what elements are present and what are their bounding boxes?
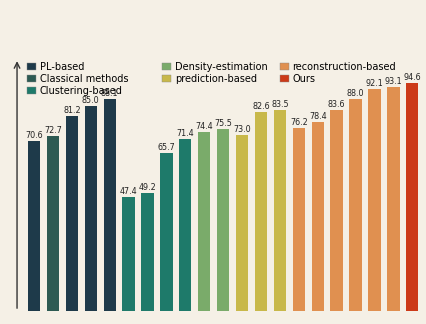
- Bar: [66, 116, 78, 311]
- Text: 82.6: 82.6: [252, 102, 270, 111]
- Bar: [28, 141, 40, 311]
- Text: 88.1: 88.1: [101, 89, 118, 98]
- Legend: reconstruction-based, Ours: reconstruction-based, Ours: [279, 61, 397, 85]
- Text: 92.1: 92.1: [366, 79, 383, 88]
- Bar: [85, 107, 97, 311]
- Text: 83.6: 83.6: [328, 100, 345, 109]
- Text: 65.7: 65.7: [158, 143, 176, 152]
- Bar: [160, 153, 173, 311]
- Bar: [47, 136, 59, 311]
- Text: 75.5: 75.5: [214, 119, 232, 128]
- Text: 74.4: 74.4: [196, 122, 213, 131]
- Text: 78.4: 78.4: [309, 112, 327, 122]
- Bar: [198, 132, 210, 311]
- Text: 47.4: 47.4: [120, 187, 138, 196]
- Text: 94.6: 94.6: [403, 74, 421, 82]
- Text: 70.6: 70.6: [25, 131, 43, 140]
- Text: 76.2: 76.2: [290, 118, 308, 127]
- Text: 83.5: 83.5: [271, 100, 289, 109]
- Text: 88.0: 88.0: [347, 89, 364, 98]
- Bar: [141, 193, 154, 311]
- Bar: [122, 197, 135, 311]
- Bar: [406, 83, 418, 311]
- Text: 93.1: 93.1: [385, 77, 402, 86]
- Bar: [255, 112, 267, 311]
- Bar: [179, 139, 192, 311]
- Bar: [368, 89, 380, 311]
- Text: 85.0: 85.0: [82, 97, 100, 106]
- Text: 81.2: 81.2: [63, 106, 81, 115]
- Text: 71.4: 71.4: [176, 129, 194, 138]
- Bar: [311, 122, 324, 311]
- Bar: [349, 99, 362, 311]
- Text: 73.0: 73.0: [233, 125, 251, 134]
- Bar: [274, 110, 286, 311]
- Bar: [104, 99, 116, 311]
- Bar: [331, 110, 343, 311]
- Bar: [236, 135, 248, 311]
- Text: 49.2: 49.2: [138, 183, 156, 192]
- Bar: [293, 128, 305, 311]
- Text: 72.7: 72.7: [44, 126, 62, 135]
- Bar: [217, 129, 229, 311]
- Bar: [387, 87, 400, 311]
